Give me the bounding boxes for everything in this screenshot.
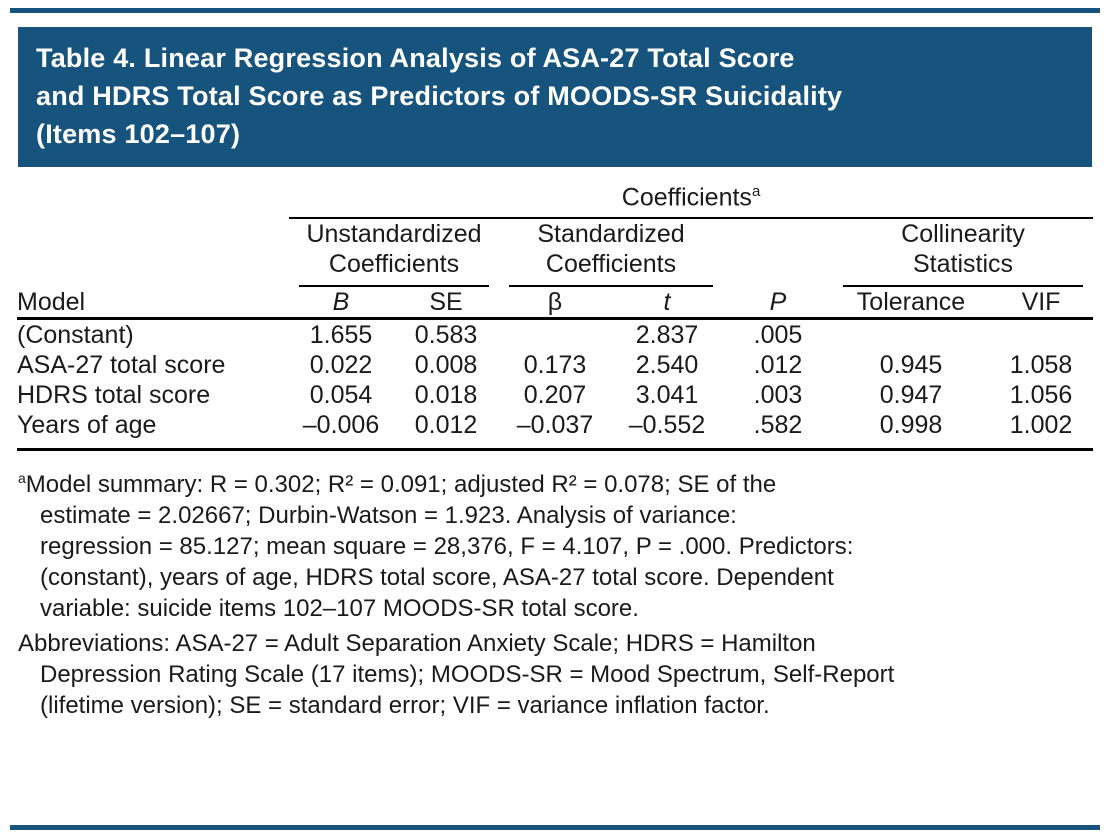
value-cell: 0.998 xyxy=(833,410,989,452)
footnote-abbreviations: Abbreviations: ASA-27 = Adult Separation… xyxy=(18,628,1092,721)
footnote-line: estimate = 2.02667; Durbin-Watson = 1.92… xyxy=(40,502,737,530)
value-cell: .012 xyxy=(753,351,803,380)
bottom-divider xyxy=(10,825,1100,830)
col-header-t: t xyxy=(611,287,723,321)
value-cell: –0.006 xyxy=(289,410,393,452)
value-cell: 0.054 xyxy=(309,381,373,410)
value-cell: –0.552 xyxy=(611,410,723,452)
col-header-b: B xyxy=(289,287,393,321)
footnote-line: Depression Rating Scale (17 items); MOOD… xyxy=(40,661,895,689)
spanner-row: Coefficientsa xyxy=(17,177,1094,220)
value-cell: 0.173 xyxy=(523,351,587,380)
spanner-spacer xyxy=(17,177,289,219)
model-cell: Years of age xyxy=(17,410,289,452)
value-cell: 0.945 xyxy=(879,351,943,380)
value-cell xyxy=(989,319,1093,351)
coefficients-header-label: Coefficients xyxy=(621,183,752,212)
footnote-text: Model summary: R = 0.302; R² = 0.091; ad… xyxy=(25,471,777,499)
value-cell: .005 xyxy=(753,321,803,350)
footnote-line: Abbreviations: ASA-27 = Adult Separation… xyxy=(18,630,816,658)
footnote-line: aModel summary: R = 0.302; R² = 0.091; a… xyxy=(18,463,1092,500)
group-header-standardized-cell: Standardized Coefficients xyxy=(499,219,723,288)
value-cell: 2.837 xyxy=(635,321,699,350)
value-cell: 0.583 xyxy=(414,321,478,350)
value-cell: 1.655 xyxy=(309,321,373,350)
value-cell: 1.056 xyxy=(1009,381,1073,410)
group-header-unstandardized-cell: Unstandardized Coefficients xyxy=(289,219,499,288)
value-cell: 0.018 xyxy=(414,381,478,410)
coefficients-table: Coefficientsa Unstandardized Coefficient… xyxy=(17,177,1094,452)
value-cell: 2.540 xyxy=(635,351,699,380)
group-header-collinearity: Collinearity Statistics xyxy=(843,219,1084,288)
model-cell: HDRS total score xyxy=(17,381,211,410)
coefficients-superscript: a xyxy=(751,183,761,200)
value-cell: .003 xyxy=(753,381,803,410)
model-cell: (Constant) xyxy=(17,321,134,350)
coefficients-spanner-cell: Coefficientsa xyxy=(289,177,1094,220)
value-cell: 0.008 xyxy=(414,351,478,380)
table-row: (Constant) 1.655 0.583 2.837 .005 xyxy=(17,319,1093,351)
col-header-beta: β xyxy=(499,287,611,321)
col-header-se: SE xyxy=(393,287,499,321)
model-cell: ASA-27 total score xyxy=(17,351,226,380)
value-cell: 3.041 xyxy=(635,381,699,410)
value-cell: 0.012 xyxy=(393,410,499,452)
value-cell xyxy=(833,319,989,351)
group-header-unstandardized: Unstandardized Coefficients xyxy=(299,219,489,288)
table-row: ASA-27 total score 0.022 0.008 0.173 2.5… xyxy=(17,350,1093,380)
col-header-vif: VIF xyxy=(989,287,1094,321)
coefficients-header: Coefficientsa xyxy=(289,177,1094,220)
group-header-collinearity-cell: Collinearity Statistics xyxy=(833,219,1093,288)
footnote-line: (lifetime version); SE = standard error;… xyxy=(40,692,770,720)
footnote-line: regression = 85.127; mean square = 28,37… xyxy=(40,533,854,561)
value-cell: 0.207 xyxy=(523,381,587,410)
value-cell: 0.022 xyxy=(309,351,373,380)
group-header-collinearity-label: Collinearity Statistics xyxy=(901,220,1025,279)
column-header-row: Model B SE β t P Tolerance VIF xyxy=(17,287,1094,321)
col-header-model: Model xyxy=(17,287,289,321)
top-divider xyxy=(10,8,1100,13)
value-cell: .582 xyxy=(723,410,833,452)
value-cell: 1.058 xyxy=(1009,351,1073,380)
footnote-line: variable: suicide items 102–107 MOODS-SR… xyxy=(40,595,639,623)
table-row: Years of age –0.006 0.012 –0.037 –0.552 … xyxy=(17,410,1094,452)
value-cell: 0.947 xyxy=(879,381,943,410)
value-cell: 1.002 xyxy=(989,410,1094,452)
table-title-line: Table 4. Linear Regression Analysis of A… xyxy=(36,43,795,73)
value-cell: –0.037 xyxy=(499,410,611,452)
table-title-line: and HDRS Total Score as Predictors of MO… xyxy=(36,81,843,111)
group-header-standardized: Standardized Coefficients xyxy=(509,219,713,288)
footnote-marker-a: a xyxy=(18,470,26,487)
group-header-standardized-label: Standardized Coefficients xyxy=(537,220,685,279)
coefficients-table-wrapper: Coefficientsa Unstandardized Coefficient… xyxy=(17,177,1094,452)
footnotes: aModel summary: R = 0.302; R² = 0.091; a… xyxy=(18,463,1092,721)
value-cell xyxy=(499,319,611,351)
footnote-model-summary: aModel summary: R = 0.302; R² = 0.091; a… xyxy=(18,463,1092,624)
group-header-row: Unstandardized Coefficients Standardized… xyxy=(17,219,1093,288)
footnote-line: (constant), years of age, HDRS total sco… xyxy=(40,564,834,592)
table-title-banner: Table 4. Linear Regression Analysis of A… xyxy=(18,27,1092,167)
table-title-line: (Items 102–107) xyxy=(36,119,241,149)
group-spacer xyxy=(17,219,289,287)
group-spacer-p xyxy=(723,219,833,287)
table-row: HDRS total score 0.054 0.018 0.207 3.041… xyxy=(17,380,1093,410)
group-header-unstandardized-label: Unstandardized Coefficients xyxy=(306,220,482,279)
col-header-p: P xyxy=(723,287,833,321)
col-header-tolerance: Tolerance xyxy=(833,287,989,321)
